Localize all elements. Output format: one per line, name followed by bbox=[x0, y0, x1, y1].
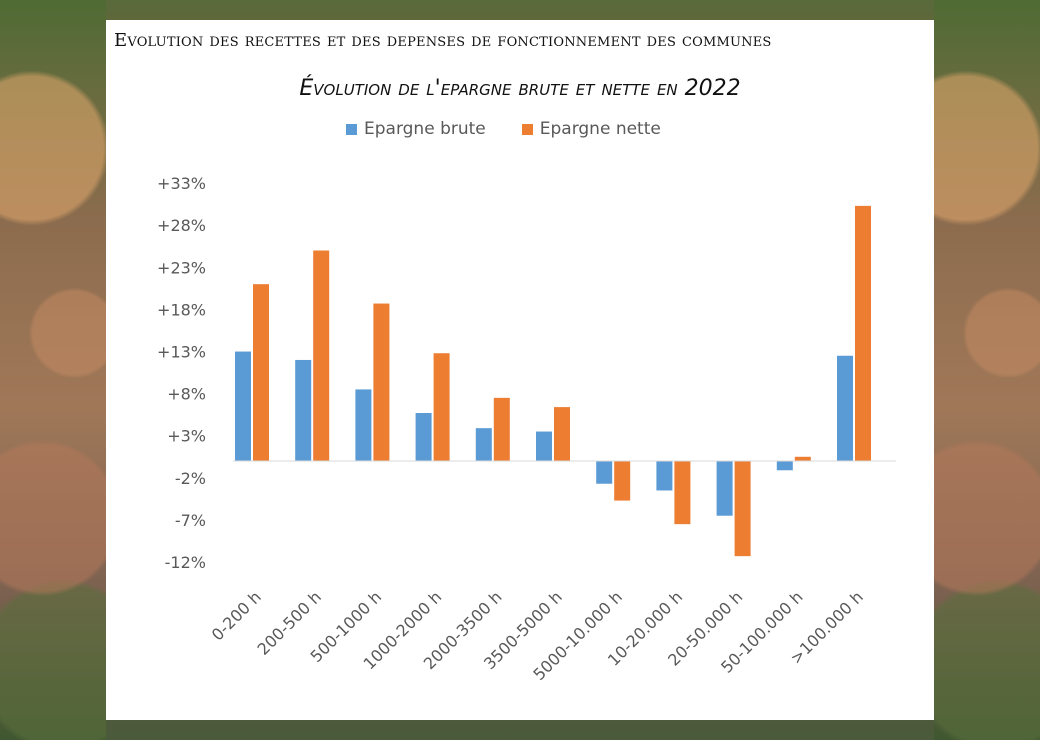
bar-epargne-brute bbox=[837, 355, 853, 461]
y-tick-label: +3% bbox=[167, 427, 206, 446]
bar-epargne-nette bbox=[614, 461, 631, 501]
y-tick-label: +33% bbox=[157, 174, 206, 193]
bar-epargne-brute bbox=[415, 413, 432, 461]
bar-epargne-brute bbox=[716, 461, 733, 516]
x-tick-label: 0-200 h bbox=[208, 587, 265, 644]
bar-epargne-brute bbox=[776, 461, 793, 471]
bar-epargne-brute bbox=[536, 431, 552, 461]
legend-swatch-brute bbox=[346, 123, 357, 135]
legend-item-brute: Epargne brute bbox=[346, 119, 486, 139]
bar-chart: +33% +28% +23% +18% +13% +8% +3% -2% -7% -12%0-20… bbox=[157, 174, 896, 684]
legend-item-nette: Epargne nette bbox=[521, 119, 661, 139]
bar-epargne-brute bbox=[355, 389, 372, 461]
bar-epargne-nette bbox=[373, 303, 390, 461]
page-title: Evolution des recettes et des depenses d… bbox=[114, 30, 772, 51]
bar-epargne-nette bbox=[674, 461, 691, 525]
y-tick-label: +8% bbox=[167, 385, 206, 404]
bar-epargne-nette bbox=[855, 205, 871, 461]
y-tick-label: +23% bbox=[157, 258, 206, 277]
y-tick-label: -12% bbox=[165, 553, 206, 572]
y-tick-label: +18% bbox=[157, 300, 206, 319]
bar-epargne-nette bbox=[554, 407, 570, 461]
y-tick-label: +28% bbox=[157, 216, 206, 235]
chart-panel: Evolution des recettes et des depenses d… bbox=[106, 20, 934, 720]
y-tick-label: -7% bbox=[175, 511, 206, 530]
bar-epargne-nette bbox=[493, 397, 510, 461]
bar-epargne-brute bbox=[656, 461, 673, 491]
bar-epargne-brute bbox=[596, 461, 613, 484]
legend-swatch-nette bbox=[521, 123, 533, 135]
chart-legend: Epargne brute Epargne nette bbox=[346, 118, 661, 140]
bar-epargne-nette bbox=[794, 456, 811, 461]
bar-epargne-nette bbox=[313, 250, 330, 461]
y-tick-label: -2% bbox=[175, 469, 206, 488]
y-tick-label: +13% bbox=[157, 343, 206, 362]
legend-label-brute: Epargne brute bbox=[364, 119, 486, 139]
bar-epargne-brute bbox=[475, 428, 492, 461]
bar-epargne-nette bbox=[253, 284, 269, 461]
bar-epargne-brute bbox=[295, 359, 312, 461]
legend-label-nette: Epargne nette bbox=[539, 119, 661, 139]
bar-epargne-brute bbox=[235, 351, 251, 461]
background-photo-right bbox=[934, 0, 1040, 740]
bar-epargne-nette bbox=[734, 461, 751, 557]
bar-epargne-nette bbox=[433, 353, 450, 461]
chart-title: Évolution de l'epargne brute et nette en… bbox=[299, 76, 741, 101]
background-photo-left bbox=[0, 0, 106, 740]
